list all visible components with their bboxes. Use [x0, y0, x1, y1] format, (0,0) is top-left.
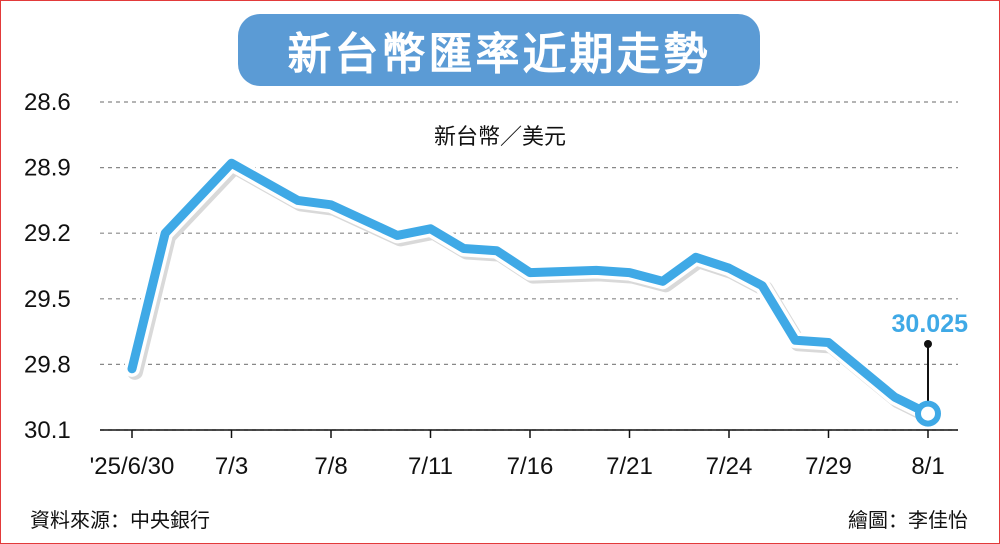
- series-line: [124, 155, 939, 425]
- y-tick-label: 28.6: [24, 89, 71, 116]
- series-line-path: [127, 158, 933, 419]
- y-axis-tick-labels: 28.6 28.9 29.2 29.5 29.8 30.1: [24, 89, 71, 444]
- last-point-marker: 30.025: [892, 310, 969, 427]
- x-tick-label: 7/3: [215, 453, 248, 480]
- x-tick-label: 8/1: [911, 453, 944, 480]
- y-tick-label: 28.9: [24, 155, 71, 182]
- series-line-shadow: [127, 158, 939, 425]
- x-axis: [100, 429, 958, 438]
- callout-dot: [924, 340, 932, 348]
- source-note: 資料來源：中央銀行: [30, 508, 210, 532]
- y-tick-label: 29.2: [24, 220, 71, 247]
- series-line-outline: [124, 155, 936, 422]
- x-tick-label: 7/29: [805, 453, 852, 480]
- x-axis-tick-labels: '25/6/30 7/3 7/8 7/11 7/16 7/21 7/24 7/29 8/1: [90, 453, 945, 480]
- x-tick-label: '25/6/30: [90, 453, 175, 480]
- last-point-circle: [915, 400, 941, 427]
- x-tick-label: 7/8: [314, 453, 347, 480]
- credit-note: 繪圖：李佳怡: [848, 508, 968, 532]
- y-tick-label: 29.8: [24, 351, 71, 378]
- last-value-label: 30.025: [892, 310, 969, 338]
- unit-label: 新台幣／美元: [434, 125, 566, 150]
- y-tick-label: 29.5: [24, 286, 71, 313]
- chart-title: 新台幣匯率近期走勢: [238, 14, 760, 86]
- y-tick-label: 30.1: [24, 417, 71, 444]
- x-tick-label: 7/21: [606, 453, 653, 480]
- x-tick-label: 7/16: [507, 453, 554, 480]
- x-tick-label: 7/11: [408, 453, 453, 480]
- x-tick-label: 7/24: [706, 453, 753, 480]
